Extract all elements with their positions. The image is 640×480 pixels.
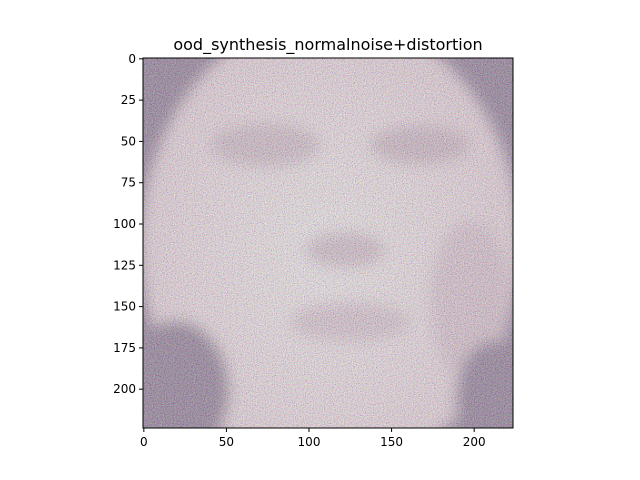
chart-title: ood_synthesis_normalnoise+distortion: [173, 35, 482, 55]
x-tick-label: 100: [298, 435, 321, 449]
x-tick-label: 200: [463, 435, 486, 449]
y-tick-label: 200: [113, 382, 136, 396]
y-tick-label: 150: [113, 300, 136, 314]
y-tick-label: 75: [121, 176, 136, 190]
y-axis: 0 25 50 75 100 125 150 175 200: [113, 52, 143, 396]
y-tick-label: 50: [121, 134, 136, 148]
y-tick-label: 25: [121, 93, 136, 107]
y-tick-label: 100: [113, 217, 136, 231]
y-tick-label: 175: [113, 341, 136, 355]
y-tick-label: 0: [128, 52, 136, 66]
y-tick-label: 125: [113, 258, 136, 272]
x-tick-label: 50: [219, 435, 234, 449]
x-tick-label: 0: [140, 435, 148, 449]
x-tick-label: 150: [380, 435, 403, 449]
x-axis: 0 50 100 150 200: [140, 428, 486, 449]
image-content: [143, 58, 513, 428]
plot-frame: [142, 57, 514, 429]
